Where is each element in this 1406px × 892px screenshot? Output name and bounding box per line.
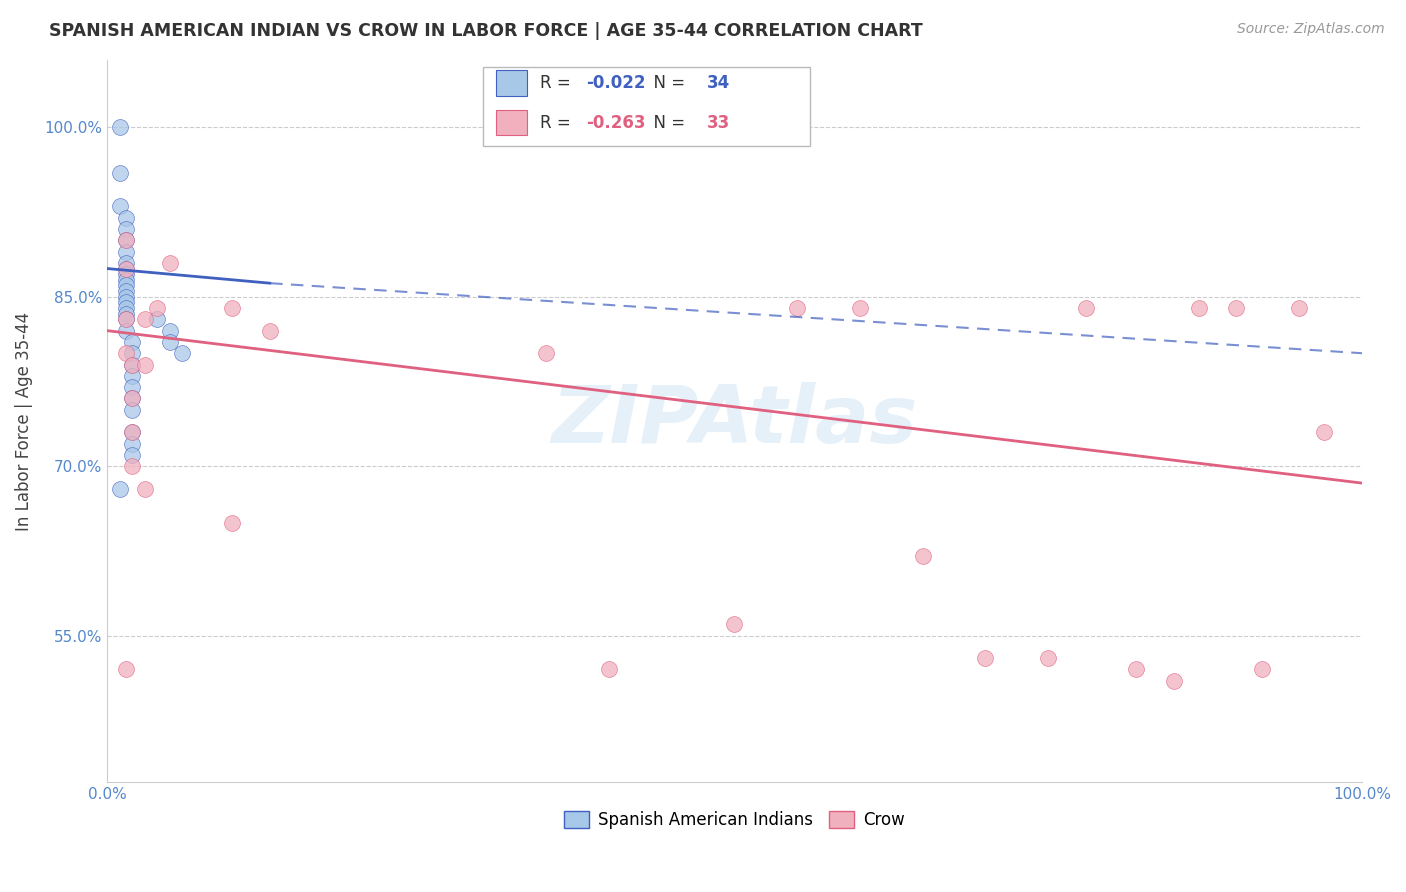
Point — [114, 267, 136, 281]
Point — [114, 307, 136, 321]
Point — [114, 261, 136, 276]
Point — [114, 261, 136, 276]
Point — [259, 324, 281, 338]
Point — [121, 402, 143, 417]
Point — [114, 233, 136, 247]
Point — [786, 301, 808, 315]
Point — [221, 516, 243, 530]
Legend: Spanish American Indians, Crow: Spanish American Indians, Crow — [558, 804, 911, 836]
Point — [1288, 301, 1310, 315]
Point — [121, 346, 143, 360]
Point — [911, 549, 934, 564]
Text: SPANISH AMERICAN INDIAN VS CROW IN LABOR FORCE | AGE 35-44 CORRELATION CHART: SPANISH AMERICAN INDIAN VS CROW IN LABOR… — [49, 22, 922, 40]
Point — [121, 392, 143, 406]
Point — [114, 290, 136, 304]
Point — [114, 295, 136, 310]
Text: R =: R = — [540, 114, 576, 132]
Point — [1038, 651, 1060, 665]
Point — [134, 358, 156, 372]
Point — [146, 312, 169, 326]
Point — [159, 334, 181, 349]
Point — [114, 312, 136, 326]
Point — [221, 301, 243, 315]
Text: -0.263: -0.263 — [586, 114, 645, 132]
FancyBboxPatch shape — [496, 111, 527, 136]
Point — [1163, 673, 1185, 688]
Point — [121, 425, 143, 440]
Point — [134, 482, 156, 496]
Point — [114, 256, 136, 270]
Point — [974, 651, 997, 665]
Point — [114, 211, 136, 225]
Point — [121, 368, 143, 383]
Point — [598, 662, 620, 676]
Point — [114, 301, 136, 315]
Text: 33: 33 — [707, 114, 730, 132]
Text: 34: 34 — [707, 74, 730, 93]
Point — [108, 482, 131, 496]
Text: N =: N = — [643, 74, 690, 93]
Point — [536, 346, 558, 360]
Text: Source: ZipAtlas.com: Source: ZipAtlas.com — [1237, 22, 1385, 37]
Text: R =: R = — [540, 74, 576, 93]
Point — [108, 199, 131, 213]
Point — [114, 312, 136, 326]
Point — [723, 617, 745, 632]
Point — [114, 222, 136, 236]
Text: ZIPAtlas: ZIPAtlas — [551, 382, 918, 460]
Point — [114, 244, 136, 259]
Point — [159, 324, 181, 338]
Point — [121, 425, 143, 440]
Point — [121, 334, 143, 349]
Point — [172, 346, 194, 360]
FancyBboxPatch shape — [484, 67, 810, 146]
Point — [1313, 425, 1336, 440]
Point — [108, 120, 131, 135]
Point — [1225, 301, 1247, 315]
Point — [1074, 301, 1097, 315]
Point — [121, 448, 143, 462]
FancyBboxPatch shape — [496, 70, 527, 95]
Point — [114, 662, 136, 676]
Point — [121, 459, 143, 474]
Point — [108, 165, 131, 179]
Point — [1250, 662, 1272, 676]
Point — [121, 380, 143, 394]
Point — [114, 233, 136, 247]
Point — [146, 301, 169, 315]
Point — [849, 301, 872, 315]
Point — [1188, 301, 1211, 315]
Point — [159, 256, 181, 270]
Text: -0.022: -0.022 — [586, 74, 645, 93]
Point — [121, 436, 143, 450]
Point — [114, 346, 136, 360]
Point — [1125, 662, 1147, 676]
Point — [114, 284, 136, 298]
Text: N =: N = — [643, 114, 690, 132]
Point — [121, 392, 143, 406]
Point — [121, 358, 143, 372]
Point — [114, 273, 136, 287]
Point — [134, 312, 156, 326]
Y-axis label: In Labor Force | Age 35-44: In Labor Force | Age 35-44 — [15, 311, 32, 531]
Point — [121, 358, 143, 372]
Point — [114, 324, 136, 338]
Point — [114, 278, 136, 293]
